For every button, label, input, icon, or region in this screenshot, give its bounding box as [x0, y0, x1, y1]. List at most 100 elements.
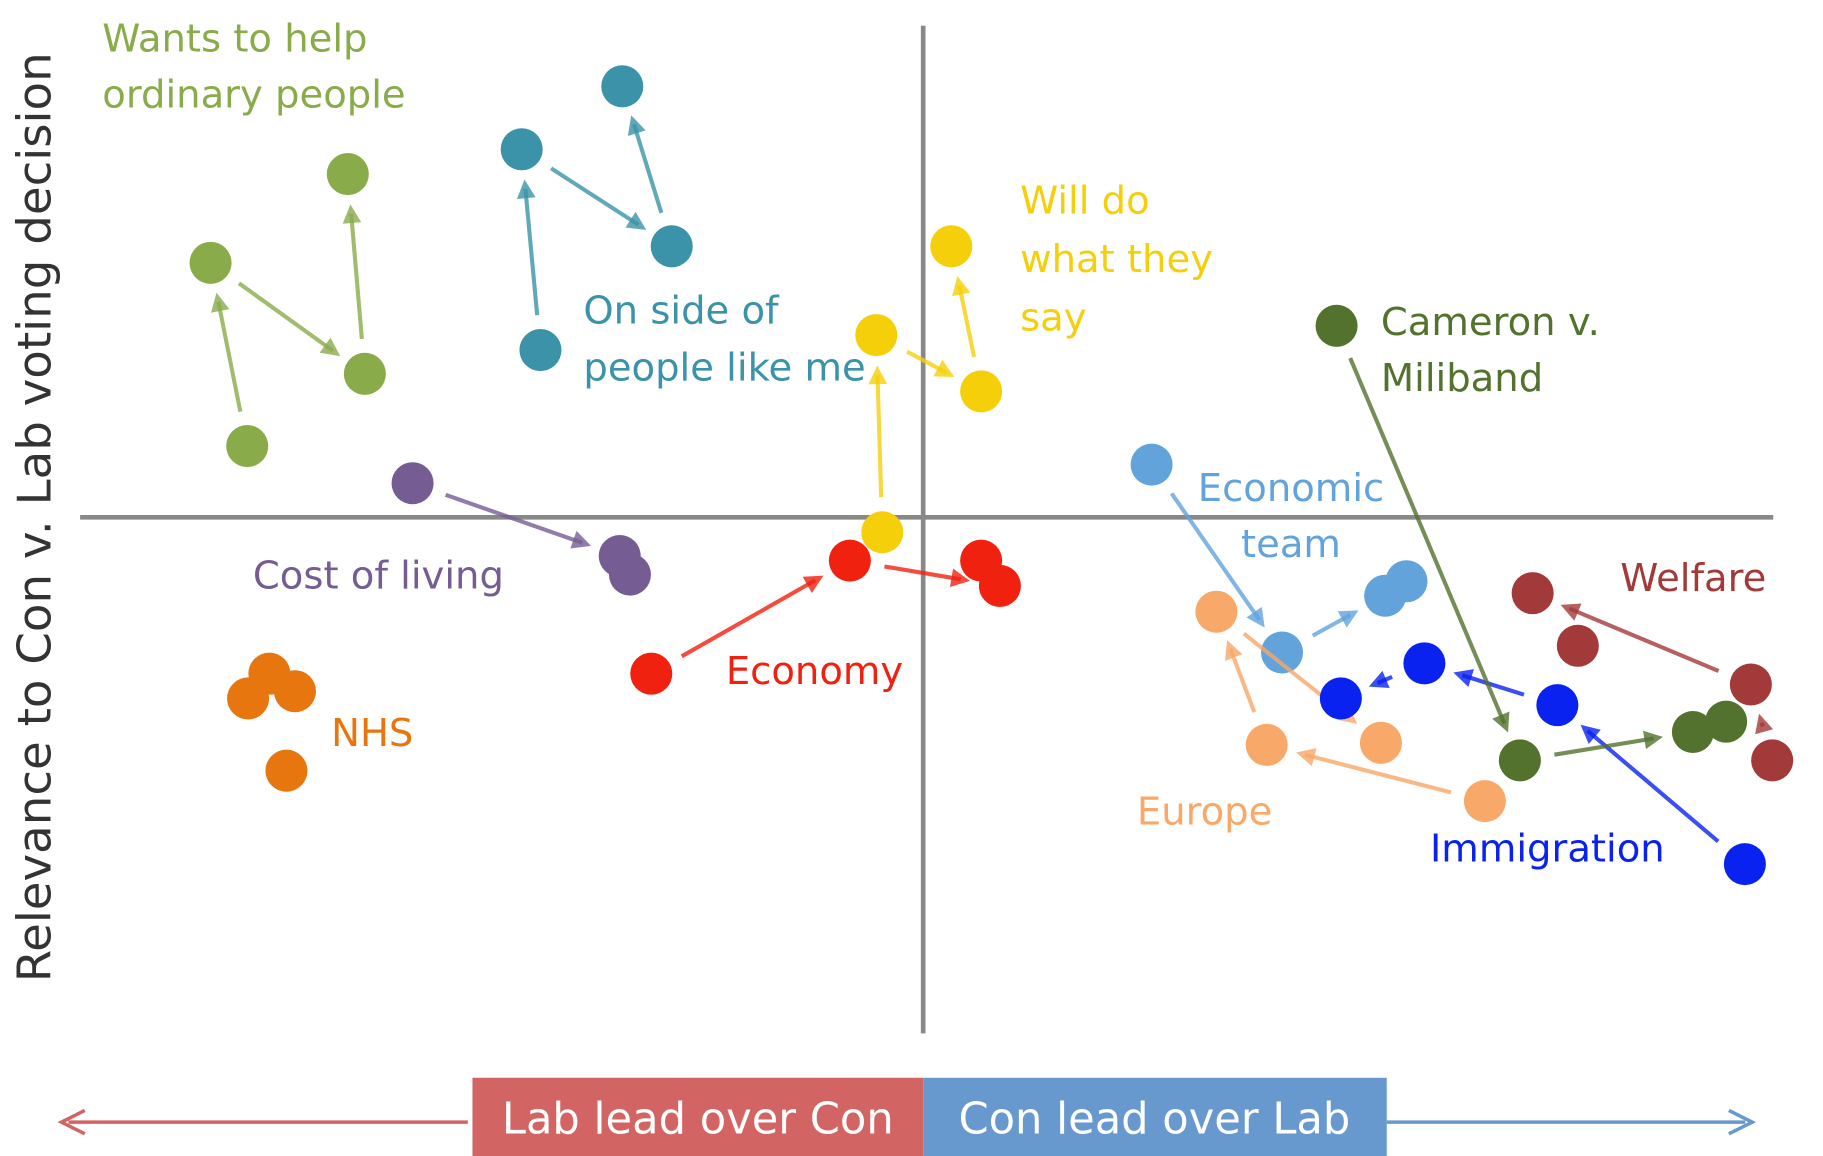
arrow: [1461, 673, 1525, 697]
point: [601, 65, 644, 108]
arrow-head: [952, 276, 971, 297]
arrow: [1169, 492, 1262, 622]
point: [1729, 663, 1772, 706]
arrow: [349, 213, 364, 340]
point: [226, 425, 269, 468]
point: [343, 352, 386, 395]
arrow-head: [211, 292, 230, 313]
point: [1245, 723, 1288, 766]
arrow-head: [1246, 606, 1265, 628]
arrow-head: [627, 115, 646, 136]
series-label: Economic: [1198, 466, 1384, 511]
con-lead-box: [923, 1077, 1387, 1156]
point: [608, 553, 651, 596]
series-label: Economy: [726, 649, 903, 694]
arrow: [549, 166, 640, 227]
arrow-head: [1580, 724, 1601, 744]
point: [1556, 624, 1599, 667]
arrow-head: [1296, 748, 1317, 767]
x-label-right: Con lead over Lab: [958, 1095, 1350, 1145]
point: [930, 225, 973, 268]
arrow-head: [1224, 640, 1243, 661]
point: [1511, 572, 1554, 615]
arrow-head: [342, 204, 362, 224]
arrow: [875, 374, 884, 498]
arrow: [1586, 729, 1720, 844]
arrow: [1568, 606, 1720, 673]
point: [265, 749, 308, 792]
arrow: [680, 578, 817, 659]
arrow-head: [1368, 670, 1390, 689]
series-label: Immigration: [1430, 827, 1665, 872]
arrow-head: [1642, 730, 1663, 750]
series-label: what they: [1020, 237, 1213, 282]
arrow: [957, 284, 977, 358]
arrow-head: [1560, 603, 1582, 621]
right-arrow-head: [1728, 1108, 1757, 1136]
arrow-head: [1453, 669, 1474, 687]
point: [1359, 721, 1402, 764]
point: [326, 153, 369, 196]
arrow-head: [570, 530, 592, 549]
arrow-head: [949, 568, 970, 587]
point: [1705, 700, 1748, 743]
series-label: On side of: [583, 288, 780, 333]
point: [630, 652, 673, 695]
left-arrow-head: [57, 1108, 86, 1136]
arrow: [237, 281, 334, 353]
series-label: Will do: [1020, 179, 1150, 224]
arrow: [1304, 752, 1452, 795]
point: [500, 128, 543, 171]
arrow-head: [868, 365, 888, 385]
point: [650, 225, 693, 268]
point: [1671, 710, 1714, 754]
point: [1463, 780, 1506, 823]
series-label: NHS: [331, 711, 413, 756]
point: [1751, 739, 1794, 782]
series-label: Wants to help: [102, 16, 367, 61]
point: [960, 370, 1003, 413]
series-label: Cost of living: [253, 554, 504, 599]
series-label: Miliband: [1381, 356, 1543, 401]
point: [1403, 642, 1446, 685]
point: [227, 677, 270, 720]
arrow: [1348, 357, 1507, 725]
point: [1195, 590, 1238, 633]
series-label: people like me: [583, 346, 865, 391]
arrow: [884, 564, 962, 582]
point: [855, 314, 898, 357]
series-label: team: [1241, 522, 1341, 567]
point: [1536, 684, 1579, 727]
arrow-head: [516, 179, 536, 199]
arrow: [444, 492, 583, 545]
arrow-head: [802, 575, 824, 594]
arrow-head: [1492, 711, 1510, 733]
point: [1498, 739, 1541, 782]
point: [1315, 304, 1358, 347]
point: [861, 511, 904, 554]
point: [519, 329, 562, 372]
series-label: ordinary people: [102, 72, 405, 117]
arrow: [216, 301, 243, 413]
arrow: [1554, 736, 1655, 757]
point: [189, 241, 232, 284]
series-label: Cameron v.: [1381, 300, 1600, 345]
arrow-head: [1337, 610, 1359, 628]
point: [1723, 843, 1766, 886]
arrow-head: [625, 211, 647, 230]
point: [1385, 560, 1428, 603]
series-label: say: [1020, 295, 1086, 340]
lab-lead-box: [472, 1077, 924, 1156]
series-label: Europe: [1137, 789, 1272, 834]
arrow-head: [1755, 713, 1774, 735]
point: [273, 670, 316, 713]
x-label-left: Lab lead over Con: [502, 1095, 894, 1145]
arrow: [1228, 648, 1257, 713]
point: [1319, 677, 1362, 720]
point: [1130, 443, 1173, 486]
series-label: Welfare: [1620, 556, 1766, 601]
arrow: [523, 188, 540, 316]
arrow-head: [319, 337, 341, 357]
